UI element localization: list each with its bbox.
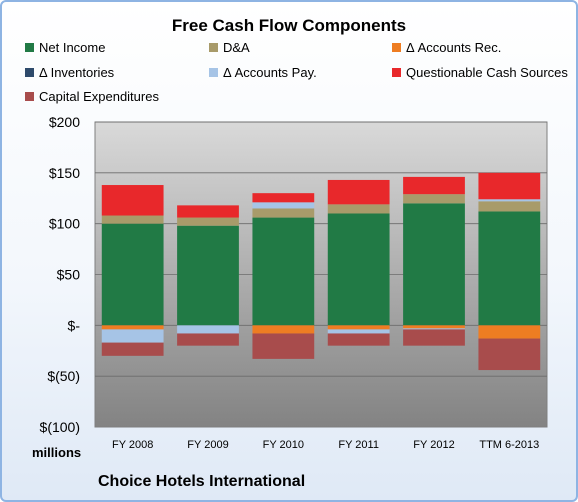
bar-segment	[478, 201, 541, 212]
legend-item-net-income: Net Income	[25, 40, 105, 55]
y-axis-ticks: $200 $150 $100 $50 $- $(50) $(100)	[40, 114, 81, 435]
bar-segment	[327, 325, 390, 330]
legend-item-inventories: Δ Inventories	[25, 65, 114, 80]
x-tick-label: FY 2012	[413, 439, 454, 451]
legend-swatch-accounts-pay	[209, 68, 218, 77]
bar-segment	[177, 217, 239, 226]
bar-segment	[478, 338, 541, 371]
bar-segment	[177, 333, 239, 346]
bar-segment	[252, 193, 315, 203]
legend-label-accounts-pay: Δ Accounts Pay.	[223, 65, 317, 80]
bar-segment	[101, 223, 164, 326]
bar-segment	[101, 342, 164, 356]
y-tick-label: $50	[57, 267, 81, 283]
bar-segment	[478, 325, 541, 339]
chart-title: Free Cash Flow Components	[171, 16, 407, 35]
y-unit-label: millions	[32, 445, 82, 460]
bar-segment	[478, 172, 541, 200]
legend-label-inventories: Δ Inventories	[39, 65, 115, 80]
legend-label-questionable-cash: Questionable Cash Sources	[406, 65, 568, 80]
x-tick-label: FY 2010	[263, 439, 304, 451]
bar-segment	[403, 328, 465, 330]
y-tick-label: $-	[68, 317, 81, 333]
bar-segment	[327, 179, 390, 205]
legend-swatch-inventories	[25, 68, 34, 77]
bar-segment	[403, 329, 465, 346]
bar-segment	[252, 208, 315, 218]
legend-label-accounts-rec: Δ Accounts Rec.	[406, 40, 502, 55]
bar-segment	[327, 329, 390, 334]
legend-item-capex: Capital Expenditures	[25, 89, 159, 104]
y-tick-label: $150	[49, 165, 80, 181]
bar-segment	[252, 325, 315, 334]
x-tick-label: FY 2011	[338, 439, 379, 451]
legend-item-accounts-pay: Δ Accounts Pay.	[209, 65, 317, 80]
bar-segment	[101, 325, 164, 330]
bar-segment	[101, 329, 164, 343]
bar-segment	[327, 204, 390, 214]
company-name: Choice Hotels International	[98, 473, 306, 490]
bar-segment	[478, 211, 541, 326]
bar-segment	[403, 194, 465, 204]
legend-swatch-questionable-cash	[392, 68, 401, 77]
bar-segment	[327, 213, 390, 326]
bar-segment	[327, 333, 390, 346]
legend-swatch-da	[209, 43, 218, 52]
bar-segment	[177, 225, 239, 326]
bar-segment	[252, 217, 315, 326]
bar-segment	[403, 325, 465, 329]
y-tick-label: $200	[49, 114, 80, 130]
legend-label-capex: Capital Expenditures	[39, 89, 159, 104]
legend-swatch-accounts-rec	[392, 43, 401, 52]
bar-segment	[403, 176, 465, 195]
bar-segment	[177, 325, 239, 334]
bar-segment	[101, 185, 164, 216]
gridlines	[95, 121, 547, 377]
legend-item-questionable-cash: Questionable Cash Sources	[392, 65, 568, 80]
y-tick-label: $(100)	[40, 419, 80, 435]
y-tick-label: $100	[49, 216, 80, 232]
x-tick-label: TTM 6-2013	[479, 439, 539, 451]
legend-label-net-income: Net Income	[39, 40, 106, 55]
bar-segment	[403, 203, 465, 326]
y-tick-label: $(50)	[47, 368, 80, 384]
x-axis-ticks: FY 2008 FY 2009 FY 2010 FY 2011 FY 2012 TTM 6…	[112, 439, 539, 451]
bar-segment	[101, 215, 164, 224]
x-tick-label: FY 2008	[112, 439, 153, 451]
bar-segment	[177, 205, 239, 218]
legend-item-accounts-rec: Δ Accounts Rec.	[392, 40, 501, 55]
legend-swatch-capex	[25, 92, 34, 101]
x-tick-label: FY 2009	[187, 439, 228, 451]
bar-segment	[252, 333, 315, 359]
bar-segment	[478, 199, 541, 202]
legend-item-da: D&A	[209, 40, 250, 55]
legend-label-da: D&A	[223, 40, 250, 55]
legend-swatch-net-income	[25, 43, 34, 52]
bar-segment	[252, 202, 315, 209]
bars	[101, 172, 541, 371]
